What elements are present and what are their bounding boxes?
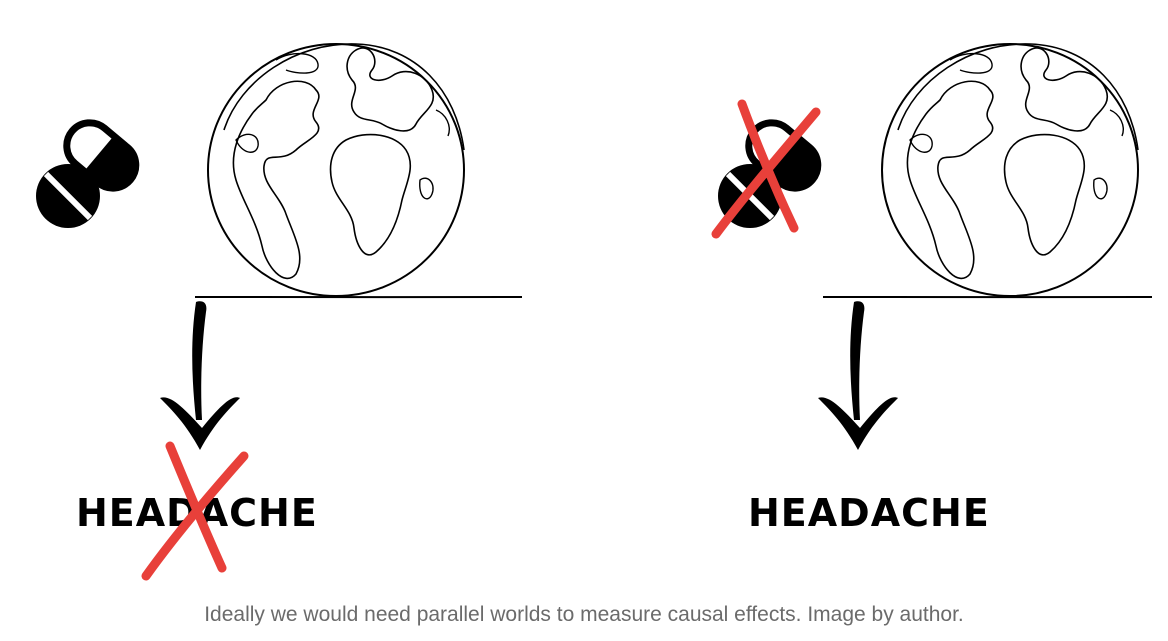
figure-caption: Ideally we would need parallel worlds to… [204, 603, 964, 626]
globe-icon [207, 42, 465, 297]
pill-capsule-icon [718, 113, 827, 228]
globe-icon [881, 42, 1139, 297]
arrow-down-icon [818, 301, 898, 450]
ground-line [194, 295, 523, 299]
arrow-down-icon [160, 301, 240, 450]
left-scene [36, 42, 523, 450]
outcome-label-right: HEADACHE [748, 491, 990, 535]
pill-capsule-icon [36, 113, 145, 228]
ground-line [822, 295, 1153, 299]
right-scene [718, 42, 1153, 450]
outcome-label-left: HEADACHE [76, 491, 318, 535]
